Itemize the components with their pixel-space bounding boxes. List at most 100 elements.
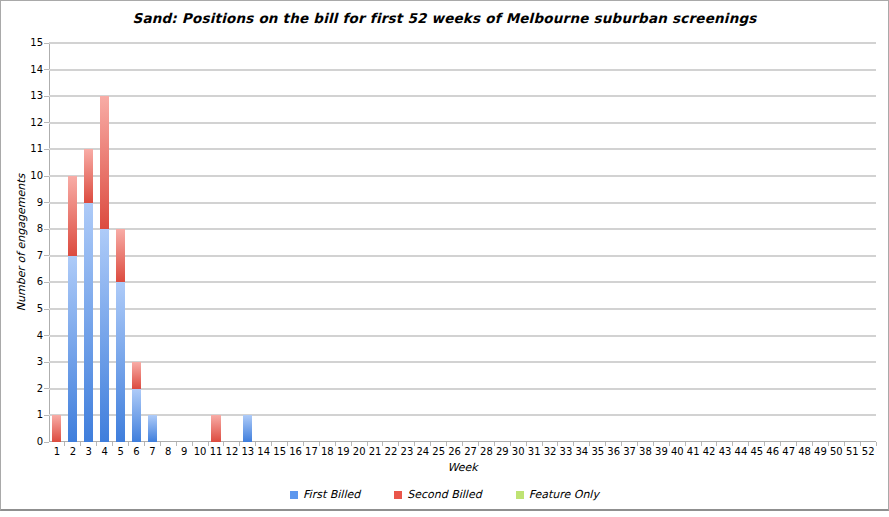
x-tick-labels: 1234567891011121314151617181920212223242… <box>49 446 876 457</box>
x-tick-label: 31 <box>526 446 542 457</box>
legend-item-feature-only[interactable]: Feature Only <box>516 488 599 501</box>
y-axis-title: Number of engagements <box>15 148 28 338</box>
y-tick <box>44 229 49 230</box>
gridline <box>49 95 876 97</box>
gridline <box>49 175 876 177</box>
chart-title: Sand: Positions on the bill for first 52… <box>1 10 888 26</box>
bar-segment-second-billed[interactable] <box>100 96 109 229</box>
x-tick-label: 42 <box>701 446 717 457</box>
bar-stack <box>132 362 141 442</box>
y-tick-label: 2 <box>5 383 43 395</box>
bar-segment-first-billed[interactable] <box>243 415 252 442</box>
y-tick <box>44 69 49 70</box>
y-axis-line <box>49 43 50 442</box>
bar-segment-first-billed[interactable] <box>68 256 77 442</box>
x-tick-label: 9 <box>176 446 192 457</box>
x-tick-label: 46 <box>765 446 781 457</box>
bar-stack <box>100 96 109 442</box>
x-tick-label: 39 <box>653 446 669 457</box>
legend-item-first-billed[interactable]: First Billed <box>290 488 360 501</box>
x-tick-label: 18 <box>319 446 335 457</box>
legend: First Billed Second Billed Feature Only <box>1 488 888 501</box>
gridline <box>49 148 876 150</box>
x-tick-label: 13 <box>240 446 256 457</box>
legend-swatch-first-billed-icon <box>290 491 298 499</box>
legend-label-second-billed: Second Billed <box>407 488 481 501</box>
y-tick-label: 12 <box>5 117 43 129</box>
x-tick-label: 12 <box>224 446 240 457</box>
bar-segment-second-billed[interactable] <box>52 415 61 442</box>
x-tick-label: 20 <box>351 446 367 457</box>
bar-segment-second-billed[interactable] <box>116 229 125 282</box>
bar-segment-second-billed[interactable] <box>132 362 141 389</box>
gridline <box>49 255 876 257</box>
legend-item-second-billed[interactable]: Second Billed <box>394 488 481 501</box>
y-tick-label: 3 <box>5 356 43 368</box>
x-tick-label: 19 <box>335 446 351 457</box>
y-tick-label: 13 <box>5 90 43 102</box>
y-tick <box>44 149 49 150</box>
x-tick-label: 26 <box>447 446 463 457</box>
x-tick-label: 44 <box>733 446 749 457</box>
bar-slot <box>208 415 224 442</box>
x-tick-label: 6 <box>129 446 145 457</box>
x-tick-label: 51 <box>844 446 860 457</box>
y-tick <box>44 388 49 389</box>
bar-segment-first-billed[interactable] <box>100 229 109 442</box>
bar-slot <box>97 96 113 442</box>
x-tick-label: 1 <box>49 446 65 457</box>
x-tick-label: 33 <box>558 446 574 457</box>
x-tick-label: 22 <box>383 446 399 457</box>
bar-segment-first-billed[interactable] <box>132 389 141 442</box>
y-tick <box>44 96 49 97</box>
gridline <box>49 308 876 310</box>
gridline <box>49 202 876 204</box>
x-tick-label: 38 <box>638 446 654 457</box>
x-tick-label: 41 <box>685 446 701 457</box>
x-tick-label: 43 <box>717 446 733 457</box>
bar-slot <box>144 415 160 442</box>
x-tick-label: 10 <box>192 446 208 457</box>
x-tick-label: 5 <box>113 446 129 457</box>
x-tick-label: 34 <box>574 446 590 457</box>
x-tick-label: 36 <box>606 446 622 457</box>
bar-slot <box>81 149 97 442</box>
legend-label-first-billed: First Billed <box>303 488 360 501</box>
bar-segment-first-billed[interactable] <box>148 415 157 442</box>
bar-segment-second-billed[interactable] <box>68 176 77 256</box>
x-tick-label: 28 <box>478 446 494 457</box>
legend-swatch-second-billed-icon <box>394 491 402 499</box>
x-tick-label: 3 <box>81 446 97 457</box>
y-tick-label: 1 <box>5 409 43 421</box>
gridline <box>49 228 876 230</box>
x-tick-label: 16 <box>288 446 304 457</box>
bar-segment-second-billed[interactable] <box>211 415 220 442</box>
x-tick-label: 40 <box>669 446 685 457</box>
y-tick <box>44 122 49 123</box>
x-tick-label: 29 <box>494 446 510 457</box>
bar-slot <box>65 176 81 442</box>
x-tick-label: 27 <box>463 446 479 457</box>
legend-label-feature-only: Feature Only <box>529 488 599 501</box>
y-tick <box>44 362 49 363</box>
bar-segment-second-billed[interactable] <box>84 149 93 202</box>
x-tick-label: 14 <box>256 446 272 457</box>
gridline <box>49 388 876 390</box>
y-tick <box>44 309 49 310</box>
plot-area[interactable]: 0123456789101112131415 <box>49 43 876 442</box>
legend-swatch-feature-only-icon <box>516 491 524 499</box>
x-axis-title: Week <box>49 461 876 474</box>
x-tick-label: 52 <box>860 446 876 457</box>
gridline <box>49 335 876 337</box>
gridline <box>49 281 876 283</box>
x-tick-label: 4 <box>97 446 113 457</box>
gridline <box>49 122 876 124</box>
chart-window: Sand: Positions on the bill for first 52… <box>0 0 889 511</box>
bar-stack <box>211 415 220 442</box>
y-tick <box>44 282 49 283</box>
x-tick-label: 32 <box>542 446 558 457</box>
bar-segment-first-billed[interactable] <box>116 282 125 442</box>
bar-slot <box>129 362 145 442</box>
gridline <box>49 69 876 71</box>
bar-segment-first-billed[interactable] <box>84 203 93 442</box>
